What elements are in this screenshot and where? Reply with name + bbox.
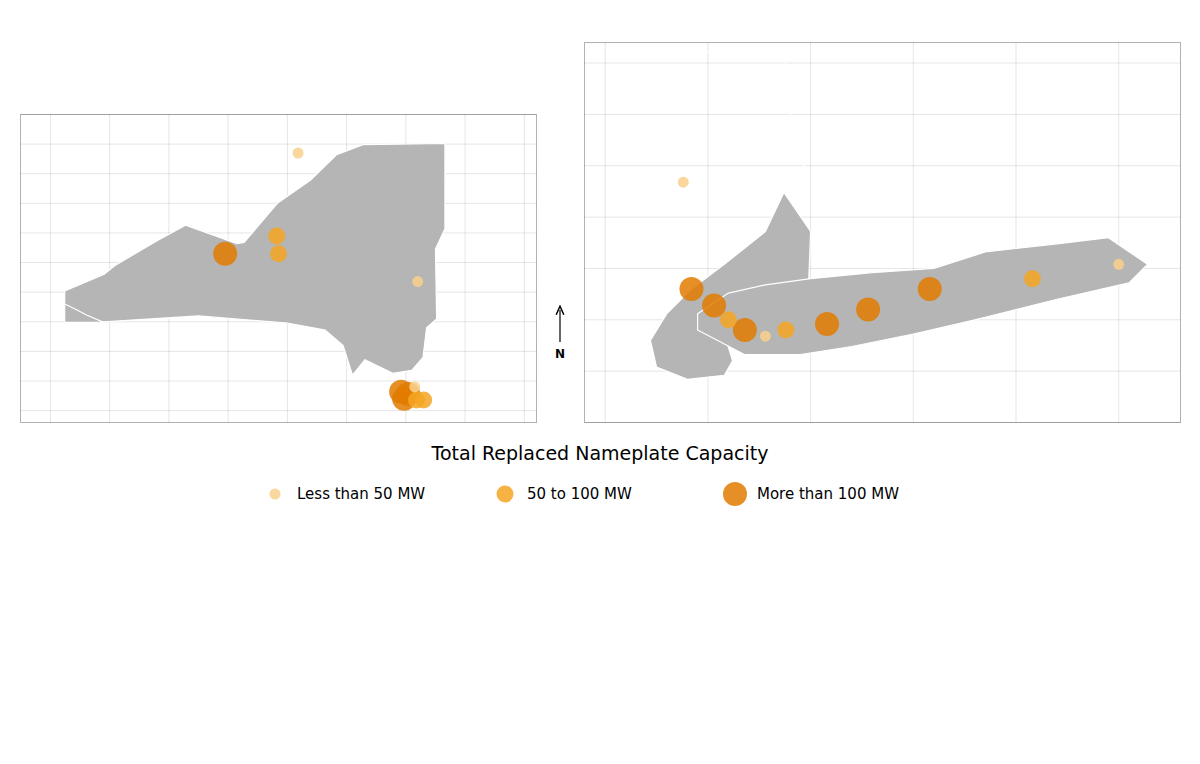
html-text:Total Replaced Nameplate Capac: Total Replaced Nameplate Capacity bbox=[431, 442, 769, 464]
svg-text:More than 100 MW: More than 100 MW bbox=[757, 485, 899, 503]
svg-text:N: N bbox=[555, 347, 565, 361]
svg-text:Less than 50 MW: Less than 50 MW bbox=[297, 485, 425, 503]
svg-text:50 to 100 MW: 50 to 100 MW bbox=[527, 485, 632, 503]
